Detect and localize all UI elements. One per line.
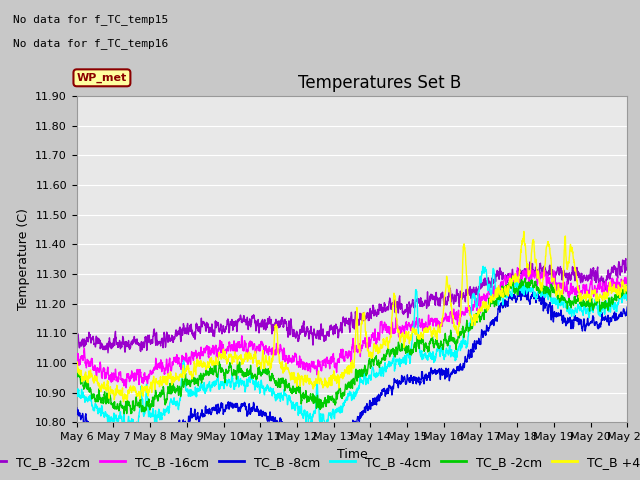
Legend: TC_B -32cm, TC_B -16cm, TC_B -8cm, TC_B -4cm, TC_B -2cm, TC_B +4cm: TC_B -32cm, TC_B -16cm, TC_B -8cm, TC_B … xyxy=(0,451,640,474)
Text: No data for f_TC_temp15: No data for f_TC_temp15 xyxy=(13,14,168,25)
Text: WP_met: WP_met xyxy=(77,72,127,83)
Title: Temperatures Set B: Temperatures Set B xyxy=(298,73,461,92)
Text: No data for f_TC_temp16: No data for f_TC_temp16 xyxy=(13,38,168,49)
X-axis label: Time: Time xyxy=(337,448,367,461)
Y-axis label: Temperature (C): Temperature (C) xyxy=(17,208,30,310)
